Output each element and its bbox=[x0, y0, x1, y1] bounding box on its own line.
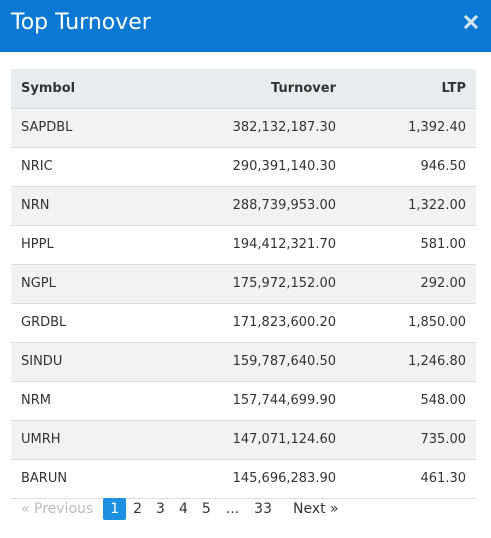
cell-symbol: SINDU bbox=[11, 342, 151, 382]
cell-ltp: 1,246.80 bbox=[346, 342, 476, 382]
cell-turnover: 157,744,699.90 bbox=[151, 381, 346, 421]
pagination: « Previous 1 2 3 4 5 ... 33 Next » bbox=[11, 497, 347, 521]
cell-turnover: 175,972,152.00 bbox=[151, 264, 346, 304]
close-icon[interactable] bbox=[463, 14, 479, 30]
cell-symbol: HPPL bbox=[11, 225, 151, 265]
cell-ltp: 461.30 bbox=[346, 459, 476, 499]
page-button-1[interactable]: 1 bbox=[103, 498, 127, 520]
cell-symbol: SAPDBL bbox=[11, 108, 151, 148]
table-row[interactable]: NRIC 290,391,140.30 946.50 bbox=[11, 147, 476, 187]
cell-turnover: 147,071,124.60 bbox=[151, 420, 346, 460]
cell-ltp: 548.00 bbox=[346, 381, 476, 421]
cell-symbol: NGPL bbox=[11, 264, 151, 304]
table-row[interactable]: UMRH 147,071,124.60 735.00 bbox=[11, 420, 476, 460]
cell-turnover: 382,132,187.30 bbox=[151, 108, 346, 148]
next-page-button[interactable]: Next » bbox=[292, 501, 339, 517]
table-row[interactable]: SINDU 159,787,640.50 1,246.80 bbox=[11, 342, 476, 382]
cell-turnover: 288,739,953.00 bbox=[151, 186, 346, 226]
cell-ltp: 1,850.00 bbox=[346, 303, 476, 343]
table-row[interactable]: NGPL 175,972,152.00 292.00 bbox=[11, 264, 476, 304]
cell-symbol: UMRH bbox=[11, 420, 151, 460]
page-button-3[interactable]: 3 bbox=[156, 501, 165, 517]
page-button-2[interactable]: 2 bbox=[133, 501, 143, 517]
cell-symbol: NRM bbox=[11, 381, 151, 421]
cell-symbol: NRIC bbox=[11, 147, 151, 187]
column-header-symbol[interactable]: Symbol bbox=[11, 69, 151, 109]
table-row[interactable]: NRM 157,744,699.90 548.00 bbox=[11, 381, 476, 421]
table-row[interactable]: SAPDBL 382,132,187.30 1,392.40 bbox=[11, 108, 476, 148]
cell-turnover: 194,412,321.70 bbox=[151, 225, 346, 265]
modal-header: Top Turnover bbox=[0, 0, 491, 52]
page-button-last[interactable]: 33 bbox=[254, 501, 272, 517]
cell-ltp: 581.00 bbox=[346, 225, 476, 265]
cell-ltp: 735.00 bbox=[346, 420, 476, 460]
cell-symbol: GRDBL bbox=[11, 303, 151, 343]
cell-ltp: 1,392.40 bbox=[346, 108, 476, 148]
cell-ltp: 292.00 bbox=[346, 264, 476, 304]
column-header-turnover[interactable]: Turnover bbox=[151, 69, 346, 109]
modal-title: Top Turnover bbox=[11, 10, 151, 35]
table-row[interactable]: NRN 288,739,953.00 1,322.00 bbox=[11, 186, 476, 226]
turnover-table: Symbol Turnover LTP SAPDBL 382,132,187.30… bbox=[11, 69, 476, 499]
cell-turnover: 290,391,140.30 bbox=[151, 147, 346, 187]
table-row[interactable]: BARUN 145,696,283.90 461.30 bbox=[11, 459, 476, 499]
page-button-4[interactable]: 4 bbox=[178, 501, 188, 517]
table-row[interactable]: GRDBL 171,823,600.20 1,850.00 bbox=[11, 303, 476, 343]
page-button-5[interactable]: 5 bbox=[201, 501, 211, 517]
column-header-ltp[interactable]: LTP bbox=[346, 69, 476, 109]
previous-page-button: « Previous bbox=[21, 501, 94, 517]
table-header-row: Symbol Turnover LTP bbox=[11, 69, 476, 109]
cell-symbol: NRN bbox=[11, 186, 151, 226]
cell-turnover: 159,787,640.50 bbox=[151, 342, 346, 382]
table-row[interactable]: HPPL 194,412,321.70 581.00 bbox=[11, 225, 476, 265]
cell-ltp: 946.50 bbox=[346, 147, 476, 187]
cell-ltp: 1,322.00 bbox=[346, 186, 476, 226]
cell-turnover: 171,823,600.20 bbox=[151, 303, 346, 343]
cell-turnover: 145,696,283.90 bbox=[151, 459, 346, 499]
cell-symbol: BARUN bbox=[11, 459, 151, 499]
page-ellipsis: ... bbox=[225, 501, 240, 517]
